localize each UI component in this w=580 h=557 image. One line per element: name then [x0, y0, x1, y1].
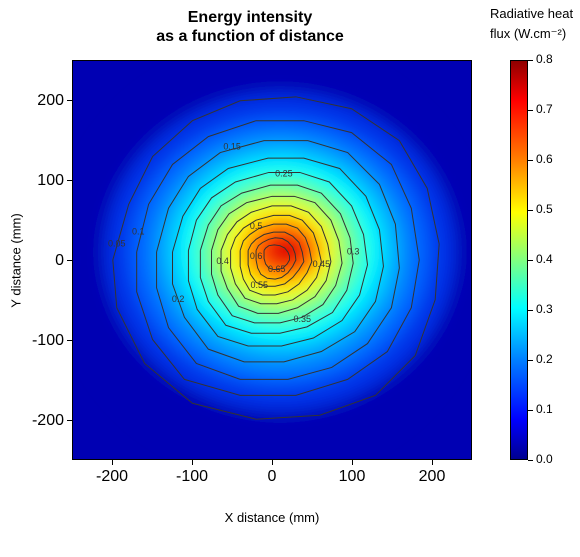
svg-text:0.4: 0.4 [216, 256, 229, 266]
colorbar-tickmark [528, 110, 533, 111]
svg-text:0.25: 0.25 [275, 168, 293, 178]
svg-text:0.3: 0.3 [347, 246, 360, 256]
y-tickmark [67, 260, 72, 261]
colorbar-tick-label: 0.4 [536, 252, 566, 266]
svg-text:0.35: 0.35 [293, 314, 311, 324]
colorbar-tickmark [528, 60, 533, 61]
x-tick-label: 100 [332, 468, 372, 486]
colorbar-tick-label: 0.1 [536, 402, 566, 416]
svg-text:0.15: 0.15 [223, 141, 241, 151]
y-tickmark [67, 180, 72, 181]
y-tickmark [67, 100, 72, 101]
colorbar-title-line-2: flux (W.cm⁻²) [490, 26, 566, 42]
heatmap-svg: 0.050.10.150.20.250.30.350.40.450.50.550… [73, 61, 471, 459]
x-axis-label: X distance (mm) [72, 510, 472, 525]
colorbar-tickmark [528, 410, 533, 411]
colorbar-tick-label: 0.7 [536, 102, 566, 116]
x-tick-label: 200 [412, 468, 452, 486]
chart-title: Energy intensity as a function of distan… [60, 8, 440, 46]
svg-text:0.6: 0.6 [250, 251, 263, 261]
colorbar-tick-label: 0.3 [536, 302, 566, 316]
x-tickmark [272, 460, 273, 465]
svg-text:0.45: 0.45 [313, 259, 331, 269]
colorbar-tickmark [528, 460, 533, 461]
y-tick-label: 200 [28, 92, 64, 110]
y-tick-label: -100 [28, 332, 64, 350]
colorbar-title-line-1: Radiative heat [490, 6, 573, 21]
colorbar-tick-label: 0.5 [536, 202, 566, 216]
y-axis-label: Y distance (mm) [10, 60, 23, 460]
svg-text:0.05: 0.05 [108, 238, 126, 248]
colorbar-tickmark [528, 360, 533, 361]
colorbar-tickmark [528, 160, 533, 161]
colorbar [510, 60, 528, 460]
colorbar-tickmark [528, 210, 533, 211]
svg-text:0.1: 0.1 [132, 227, 145, 237]
energy-intensity-chart: Energy intensity as a function of distan… [0, 0, 580, 557]
y-tick-label: 0 [28, 252, 64, 270]
plot-area: 0.050.10.150.20.250.30.350.40.450.50.550… [72, 60, 472, 460]
title-line-2: as a function of distance [60, 27, 440, 46]
x-tickmark [192, 460, 193, 465]
x-tickmark [112, 460, 113, 465]
svg-text:0.65: 0.65 [268, 264, 286, 274]
colorbar-tick-label: 0.8 [536, 52, 566, 66]
x-tick-label: -100 [172, 468, 212, 486]
y-tick-label: -200 [28, 412, 64, 430]
colorbar-tick-label: 0.0 [536, 452, 566, 466]
x-tickmark [352, 460, 353, 465]
x-tick-label: 0 [252, 468, 292, 486]
colorbar-tick-label: 0.6 [536, 152, 566, 166]
y-tick-label: 100 [28, 172, 64, 190]
colorbar-tickmark [528, 310, 533, 311]
y-tickmark [67, 420, 72, 421]
svg-text:0.5: 0.5 [250, 221, 263, 231]
x-tick-label: -200 [92, 468, 132, 486]
y-tickmark [67, 340, 72, 341]
svg-text:0.2: 0.2 [172, 294, 185, 304]
colorbar-tick-label: 0.2 [536, 352, 566, 366]
x-tickmark [432, 460, 433, 465]
colorbar-tickmark [528, 260, 533, 261]
title-line-1: Energy intensity [60, 8, 440, 27]
svg-text:0.55: 0.55 [250, 280, 268, 290]
